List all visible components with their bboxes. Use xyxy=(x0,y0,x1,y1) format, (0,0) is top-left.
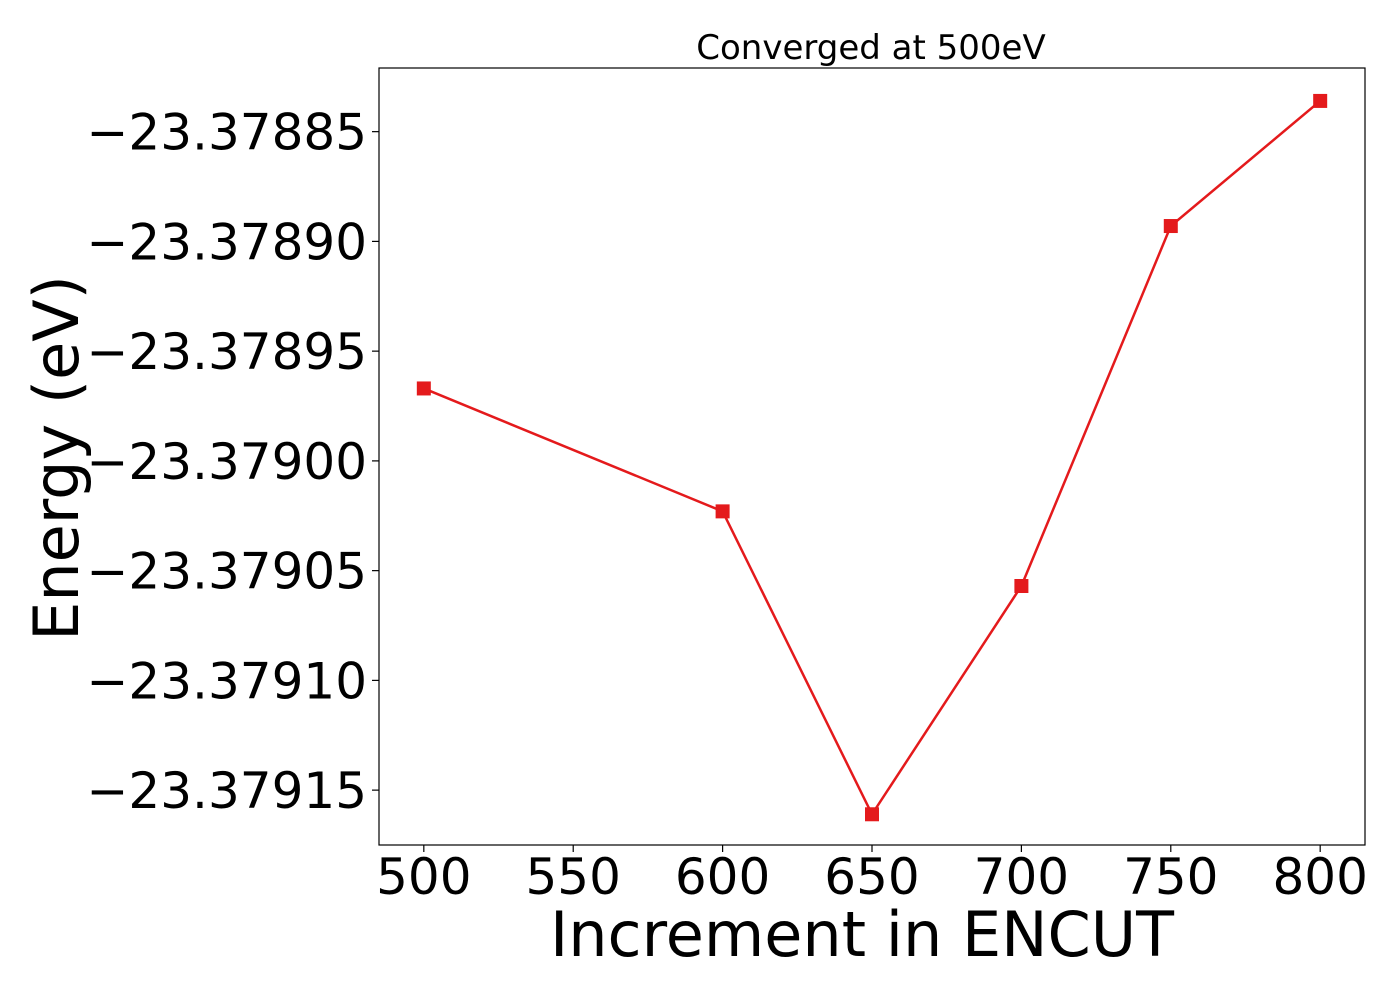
y-tick-label: −23.37910 xyxy=(87,652,367,710)
y-tick-label: −23.37895 xyxy=(87,323,367,381)
x-tick-label: 550 xyxy=(525,848,620,906)
chart-title: Converged at 500eV xyxy=(696,28,1045,68)
y-axis-label: Energy (eV) xyxy=(20,275,93,641)
x-tick-label: 600 xyxy=(675,848,770,906)
x-tick-label: 700 xyxy=(974,848,1069,906)
x-tick-label: 800 xyxy=(1272,848,1367,906)
y-axis: −23.37885 −23.37890 −23.37895 −23.37900 −23.… xyxy=(87,104,379,820)
y-tick-label: −23.37885 xyxy=(87,104,367,162)
energy-markers xyxy=(416,93,1328,822)
x-axis-label: Increment in ENCUT xyxy=(550,898,1175,971)
y-tick-label: −23.37905 xyxy=(87,543,367,601)
data-point xyxy=(1313,93,1328,108)
x-tick-label: 650 xyxy=(824,848,919,906)
y-tick-label: −23.37900 xyxy=(87,433,367,491)
data-point xyxy=(416,381,431,396)
y-tick-label: −23.37890 xyxy=(87,213,367,271)
x-tick-label: 500 xyxy=(376,848,471,906)
plot-frame xyxy=(378,67,1366,846)
data-point xyxy=(1163,219,1178,234)
data-point xyxy=(1014,579,1029,593)
data-point xyxy=(865,807,879,822)
data-point xyxy=(715,504,730,519)
x-tick-label: 750 xyxy=(1123,848,1218,906)
energy-line xyxy=(423,99,1321,817)
x-axis: 500 550 600 650 700 750 800 xyxy=(376,845,1368,906)
y-tick-label: −23.37915 xyxy=(87,762,367,820)
